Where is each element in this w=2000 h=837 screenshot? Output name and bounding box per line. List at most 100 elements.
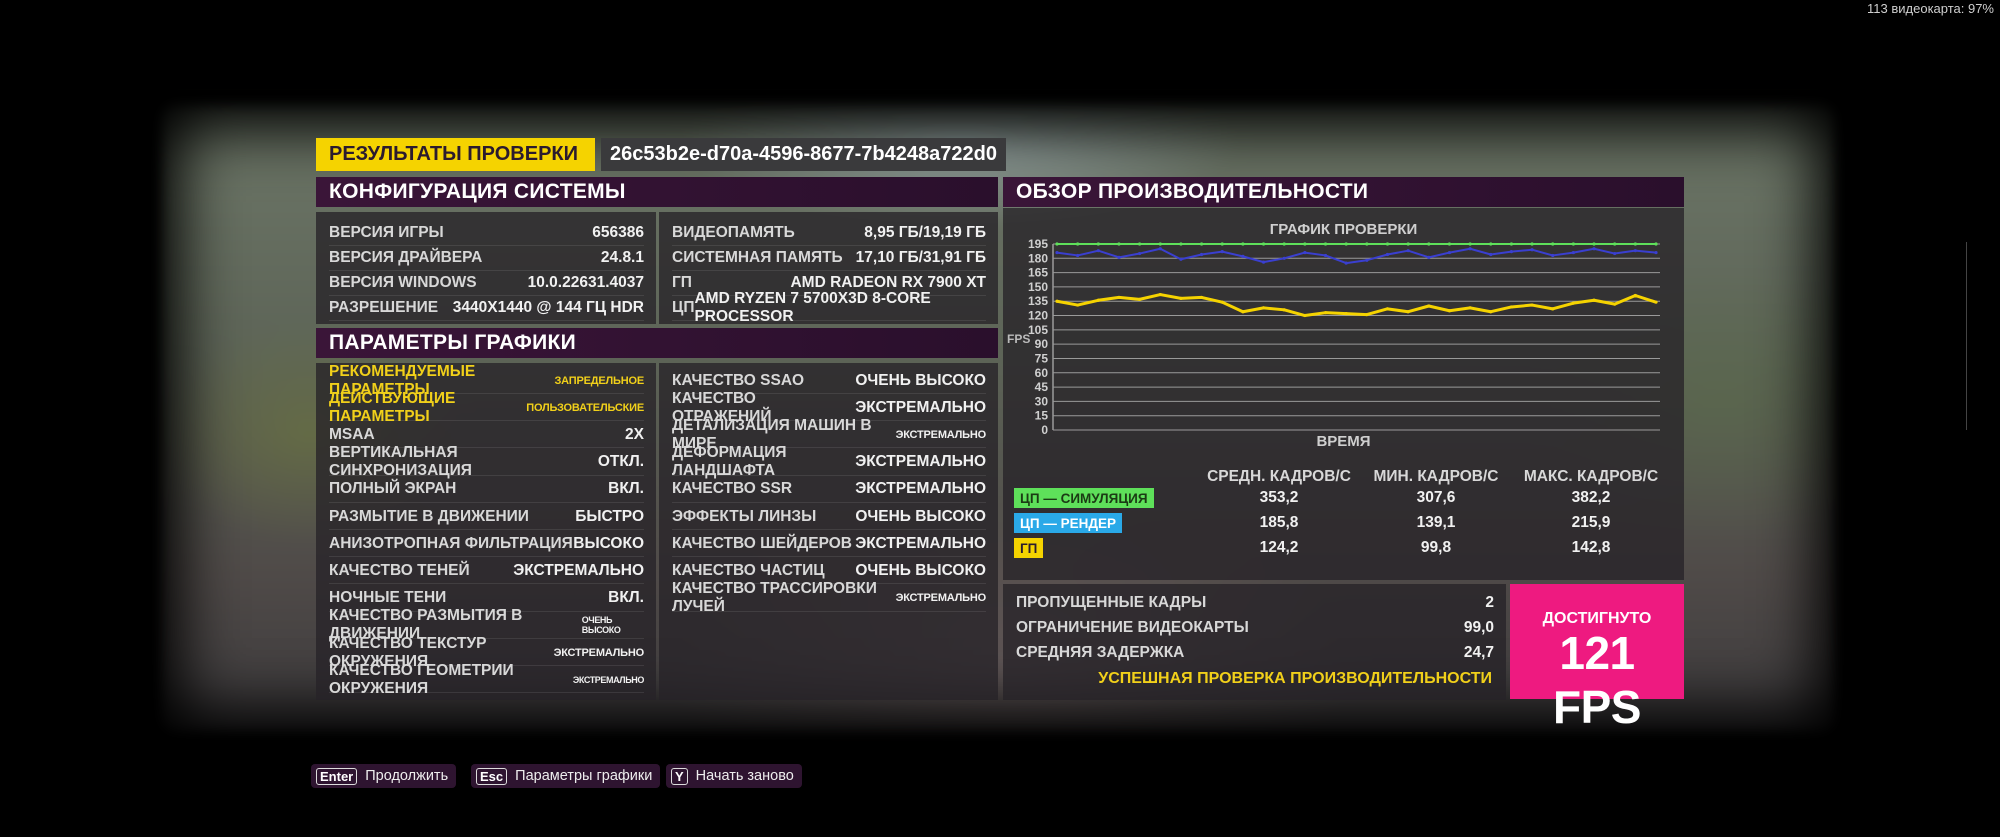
graphics-setting-label: ДЕФОРМАЦИЯ ЛАНДШАФТА: [672, 444, 787, 480]
chart-point: [1076, 253, 1080, 258]
chart-point: [1530, 242, 1534, 246]
chart-y-tick-label: 90: [1035, 337, 1049, 351]
chart-point: [1344, 261, 1348, 265]
chart-point: [1447, 309, 1452, 313]
graphics-setting-value: ЭКСТРЕМАЛЬНО: [553, 646, 645, 659]
graphics-setting-label: АНИЗОТРОПНАЯ ФИЛЬТРАЦИЯ: [329, 534, 573, 552]
system-config-value: 24.8.1: [600, 248, 644, 266]
graphics-setting-value: ЭКСТРЕМАЛЬНО: [855, 480, 986, 498]
chart-point: [1117, 242, 1121, 246]
continue-button[interactable]: Enter Продолжить: [311, 764, 457, 788]
chart-point: [1489, 310, 1493, 314]
graphics-setting-row: КАЧЕСТВО ГЕОМЕТРИИ ОКРУЖЕНИЯ ЭКСТРЕМАЛЬНО: [329, 662, 644, 697]
chart-point: [1344, 242, 1348, 246]
chart-point: [1344, 312, 1348, 316]
system-config-value: 3440x1440 @ 144 Гц HDR: [452, 298, 644, 316]
system-config-value: 17,10 ГБ/31,91 ГБ: [855, 248, 986, 266]
system-config-row: СИСТЕМНАЯ ПАМЯТЬ 17,10 ГБ/31,91 ГБ: [672, 245, 986, 271]
chart-point: [1592, 242, 1596, 246]
system-config-label: ВИДЕОПАМЯТЬ: [672, 223, 795, 241]
system-config-label: СИСТЕМНАЯ ПАМЯТЬ: [672, 248, 843, 266]
graphics-settings-button[interactable]: Esc Параметры графики: [471, 764, 661, 788]
chart-point: [1447, 242, 1452, 246]
graphics-setting-label: КАЧЕСТВО ТЕНЕЙ: [329, 561, 470, 579]
stat-value: 139,1: [1416, 514, 1456, 531]
chart-point: [1261, 242, 1266, 246]
graphics-setting-value: ВКЛ.: [608, 589, 644, 607]
graphics-settings-header: ПАРАМЕТРЫ ГРАФИКИ: [316, 328, 998, 358]
legend-tag: ГП: [1014, 538, 1044, 558]
chart-point: [1323, 242, 1328, 246]
chart-y-tick-label: 15: [1035, 409, 1049, 423]
results-tag: РЕЗУЛЬТАТЫ ПРОВЕРКИ: [316, 138, 595, 171]
chart-point: [1530, 248, 1534, 252]
graphics-setting-row: ЭФФЕКТЫ ЛИНЗЫ ОЧЕНЬ ВЫСОКО: [672, 504, 986, 530]
chart-point: [1158, 247, 1162, 251]
graphics-setting-value: 2X: [625, 425, 644, 443]
system-config-label: ВЕРСИЯ ИГРЫ: [329, 223, 444, 241]
summary-label: ПРОПУЩЕННЫЕ КАДРЫ: [1016, 593, 1207, 611]
chart-point: [1613, 242, 1617, 246]
system-config-row: ГП AMD Radeon RX 7900 XT: [672, 270, 986, 296]
legend-tag: ЦП — РЕНДЕР: [1014, 513, 1122, 533]
chart-point: [1158, 242, 1162, 246]
chart-point: [1530, 303, 1534, 307]
chart-y-tick-label: 75: [1035, 351, 1049, 365]
chart-point: [1385, 307, 1390, 311]
esc-key-icon: Esc: [476, 767, 508, 785]
chart-series-line: [1056, 293, 1657, 318]
graphics-setting-label: РАЗМЫТИЕ В ДВИЖЕНИИ: [329, 507, 529, 525]
chart-point: [1613, 251, 1617, 256]
graphics-setting-value: ЭКСТРЕМАЛЬНО: [513, 561, 644, 579]
graphics-setting-label: ВЕРТИКАЛЬНАЯ СИНХРОНИЗАЦИЯ: [329, 444, 472, 480]
chart-point: [1551, 242, 1555, 246]
chart-point: [1468, 242, 1472, 246]
graphics-setting-row: ВЕРТИКАЛЬНАЯ СИНХРОНИЗАЦИЯ ОТКЛ.: [329, 444, 644, 479]
chart-point: [1385, 252, 1390, 257]
chart-point: [1468, 247, 1472, 251]
chart-point: [1096, 298, 1100, 302]
restart-button[interactable]: Y Начать заново: [666, 764, 802, 788]
system-config-right: ВИДЕОПАМЯТЬ 8,95 ГБ/19,19 ГБ СИСТЕМНАЯ ПАМ…: [659, 212, 998, 325]
graphics-setting-row: КАЧЕСТВО SSR ЭКСТРЕМАЛЬНО: [672, 477, 986, 503]
summary-value: 2: [1485, 593, 1494, 611]
chart-point: [1282, 256, 1286, 260]
chart-point: [1117, 295, 1121, 300]
graphics-setting-row: КАЧЕСТВО ЧАСТИЦ ОЧЕНЬ ВЫСОКО: [672, 558, 986, 585]
benchmark-chart: ГРАФИК ПРОВЕРКИ FPS 0 15 30 45 60 75 90 105 120 1…: [1003, 208, 1684, 450]
graphics-setting-row: КАЧЕСТВО ШЕЙДЕРОВ ЭКСТРЕМАЛЬНО: [672, 531, 986, 558]
chart-point: [1117, 255, 1121, 259]
system-config-row: ВЕРСИЯ ДРАЙВЕРА 24.8.1: [329, 245, 644, 271]
enter-key-icon: Enter: [316, 767, 358, 785]
achieved-fps-badge: ДОСТИГНУТО 121 FPS: [1510, 584, 1684, 733]
chart-point: [1654, 242, 1658, 246]
run-hash: 26c53b2e-d70a-4596-8677-7b4248a722d0: [601, 138, 1006, 171]
graphics-setting-value: ОЧЕНЬ ВЫСОКО: [855, 507, 986, 525]
graphics-setting-label: КАЧЕСТВО SSR: [672, 480, 793, 498]
chart-point: [1220, 300, 1224, 304]
chart-point: [1509, 242, 1514, 246]
system-config-header: КОНФИГУРАЦИЯ СИСТЕМЫ: [316, 177, 998, 207]
system-config-row: ВЕРСИЯ WINDOWS 10.0.22631.4037: [329, 270, 644, 296]
system-config-row: ЦП AMD Ryzen 7 5700X3D 8-Core Processor: [672, 290, 986, 325]
system-config-value: 10.0.22631.4037: [527, 273, 644, 291]
max-fps-header: МАКС. КАДРОВ/С: [1523, 468, 1659, 485]
system-config-row: ВИДЕОПАМЯТЬ 8,95 ГБ/19,19 ГБ: [672, 220, 986, 246]
stat-value: 215,9: [1571, 514, 1611, 531]
chart-point: [1571, 301, 1575, 305]
chart-point: [1138, 251, 1142, 256]
graphics-setting-label: КАЧЕСТВО РАЗМЫТИЯ В ДВИЖЕНИИ: [329, 607, 523, 643]
chart-point: [1406, 249, 1410, 253]
chart-point: [1571, 242, 1575, 246]
chart-point: [1385, 242, 1390, 246]
graphics-setting-row: MSAA 2X: [329, 422, 644, 449]
stat-value: 382,2: [1571, 489, 1611, 506]
chart-point: [1076, 303, 1080, 307]
stat-value: 124,2: [1259, 539, 1299, 556]
graphics-setting-row: КАЧЕСТВО SSAO ОЧЕНЬ ВЫСОКО: [672, 368, 986, 394]
chart-point: [1468, 306, 1472, 310]
chart-point: [1427, 304, 1431, 308]
graphics-setting-value: ОЧЕНЬ ВЫСОКО: [855, 371, 986, 389]
graphics-setting-row: РАЗМЫТИЕ В ДВИЖЕНИИ БЫСТРО: [329, 504, 644, 530]
chart-point: [1365, 312, 1369, 317]
